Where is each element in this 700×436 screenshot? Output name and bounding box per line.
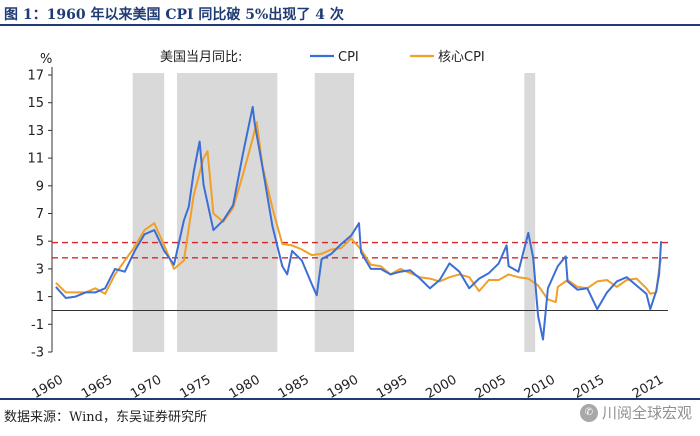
y-tick-label: 7 [36, 207, 44, 222]
y-tick-label: 9 [36, 179, 44, 194]
shaded-period-3 [314, 73, 355, 352]
source-note: 数据来源：Wind，东吴证券研究所 [4, 410, 207, 425]
y-axis-unit: % [40, 52, 52, 67]
y-tick-label: 17 [27, 69, 44, 84]
y-tick-label: 11 [27, 152, 44, 167]
y-tick-label: 3 [36, 262, 44, 277]
title-rule [0, 24, 700, 26]
wechat-icon: ✆ [579, 403, 598, 422]
y-tick-label: -3 [31, 346, 44, 361]
shaded-period-4 [524, 73, 536, 352]
source-rule [0, 398, 700, 400]
y-tick-label: 5 [36, 235, 44, 250]
axes [51, 67, 668, 352]
chart-title: 图 1：1960 年以来美国 CPI 同比破 5%出现了 4 次 [4, 7, 344, 23]
y-tick-label: 1 [36, 290, 44, 305]
series-lines [55, 105, 663, 341]
legend-label-cpi: CPI [338, 50, 359, 65]
watermark: ✆ 川阅全球宏观 [579, 402, 692, 423]
y-tick-label: 13 [27, 124, 44, 139]
series-line-cpi [55, 105, 663, 341]
legend-label-core-cpi: 核心CPI [438, 50, 485, 65]
y-tick-label: 15 [27, 96, 44, 111]
y-tick-label: -1 [31, 318, 44, 333]
series-line-core-cpi [55, 121, 663, 304]
watermark-text: 川阅全球宏观 [601, 404, 692, 422]
shaded-period-1 [132, 73, 165, 352]
legend: 美国当月同比: CPI 核心CPI [160, 50, 485, 65]
legend-title: 美国当月同比: [160, 50, 242, 65]
